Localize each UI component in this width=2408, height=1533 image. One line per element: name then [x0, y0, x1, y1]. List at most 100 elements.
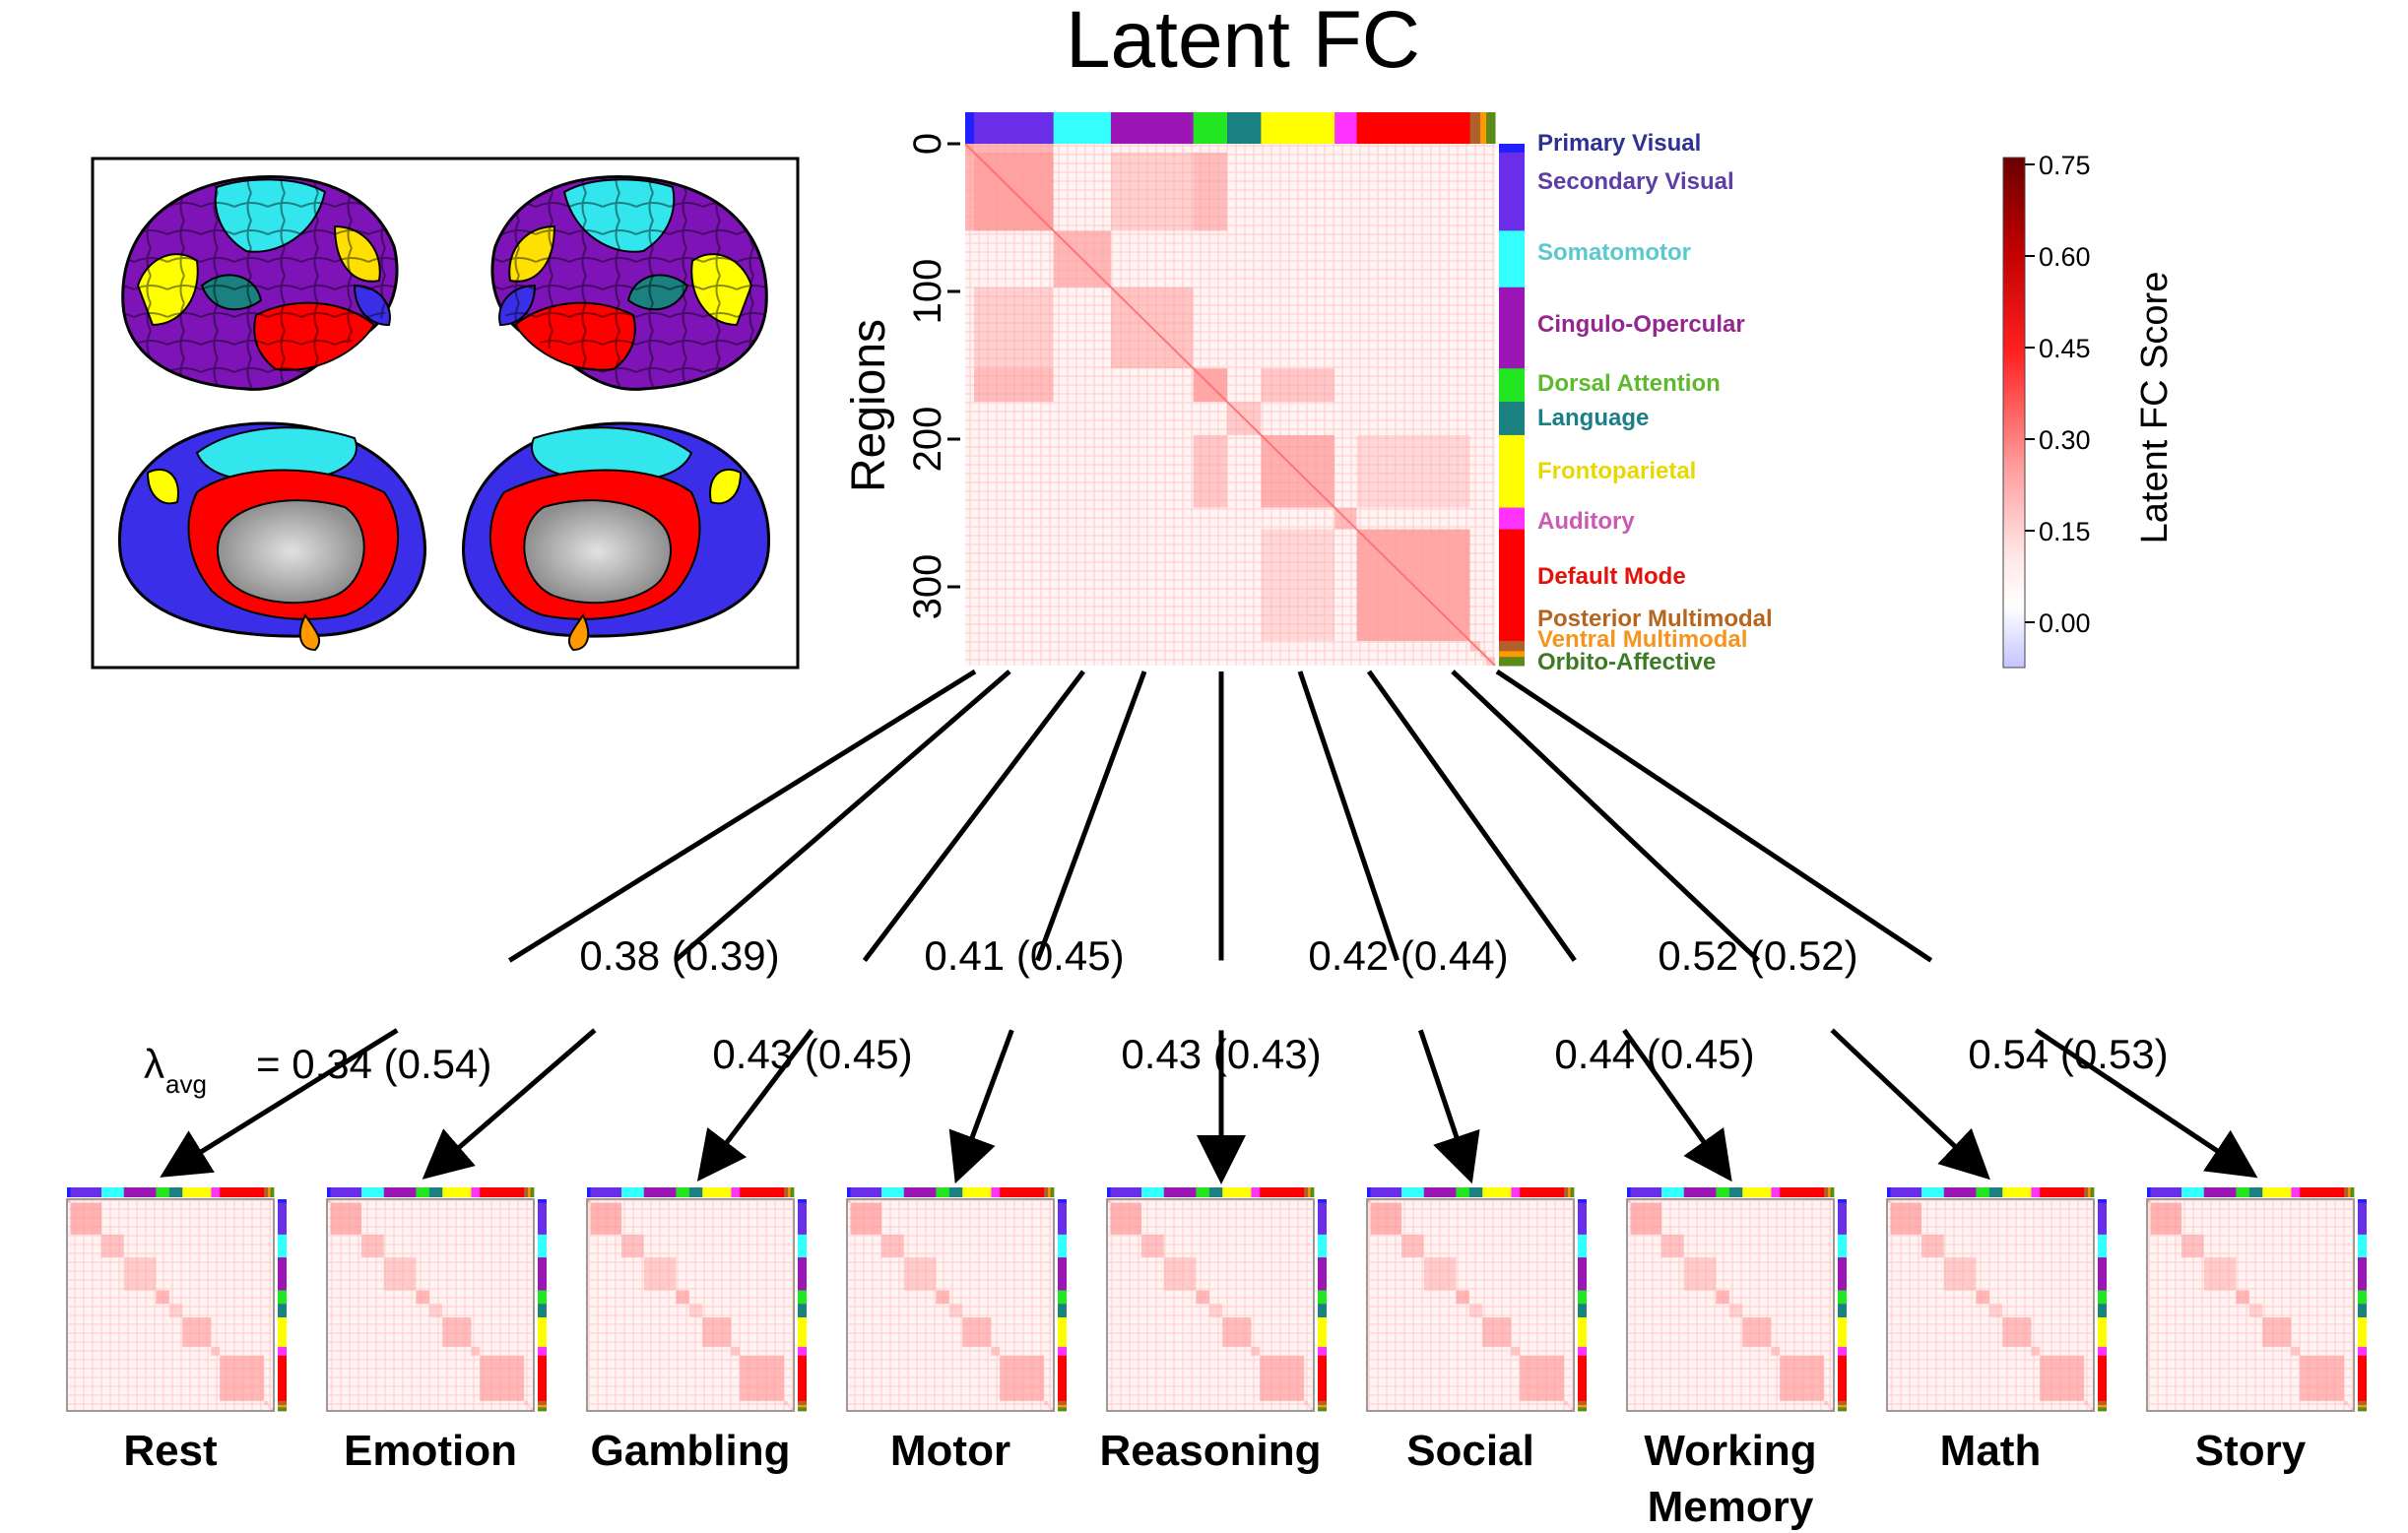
task-side-bar-segment — [278, 1355, 287, 1402]
task-side-bar-segment — [1318, 1257, 1327, 1291]
side-bar-segment-0 — [1499, 144, 1525, 154]
task-side-bar-segment — [538, 1346, 547, 1357]
task-top-bar-segment — [2040, 1187, 2085, 1197]
arrow-shaft-6 — [1366, 670, 1577, 962]
task-top-bar-segment — [2348, 1187, 2351, 1197]
side-bar-segment-11 — [1499, 657, 1525, 667]
task-top-bar-segment — [1141, 1187, 1165, 1197]
task-top-bar-segment — [1044, 1187, 1049, 1197]
top-bar-segment-0 — [965, 112, 975, 144]
task-matrix-texture — [1627, 1199, 1834, 1411]
task-matrix-texture — [1107, 1199, 1314, 1411]
lambda-values: = 0.34 (0.54) 0.38 (0.39) 0.43 (0.45) 0.41 … — [144, 932, 2169, 1099]
task-top-bar-segment — [1890, 1187, 1922, 1197]
task-side-bar-segment — [2358, 1304, 2367, 1318]
task-top-bar-segment — [1630, 1187, 1662, 1197]
task-top-bar-segment — [2203, 1187, 2237, 1197]
task-matrix-5: Social — [1366, 1187, 1587, 1475]
task-matrix-7: Math — [1886, 1187, 2107, 1475]
task-side-bar-segment — [2098, 1407, 2107, 1412]
task-top-bar-segment — [2088, 1187, 2091, 1197]
task-top-bar-segment — [2002, 1187, 2032, 1197]
task-top-bar-segment — [70, 1187, 102, 1197]
task-top-bar-segment — [643, 1187, 677, 1197]
task-side-bar-segment — [798, 1199, 807, 1203]
task-side-bar-segment — [538, 1400, 547, 1406]
task-side-bar-segment — [538, 1407, 547, 1412]
task-top-bar-segment — [881, 1187, 905, 1197]
task-side-bar-segment — [2098, 1199, 2107, 1203]
top-bar-segment-3 — [1110, 112, 1195, 144]
side-bar-segment-1 — [1499, 152, 1525, 231]
task-top-bar-segment — [528, 1187, 531, 1197]
task-top-bar-segment — [702, 1187, 732, 1197]
task-side-bar-segment — [2098, 1346, 2107, 1357]
task-top-bar-segment — [2291, 1187, 2301, 1197]
arrow-shaft-1 — [674, 670, 1011, 963]
task-matrices: Rest Emotion Gambling Motor Reasoning Social W… — [66, 1187, 2367, 1531]
task-side-bar-segment — [2098, 1202, 2107, 1236]
task-label-line2-6: Memory — [1648, 1483, 1814, 1531]
task-top-bar-segment — [471, 1187, 481, 1197]
task-top-bar-segment — [1828, 1187, 1831, 1197]
task-top-bar-segment — [1251, 1187, 1261, 1197]
task-top-bar-segment — [2262, 1187, 2292, 1197]
arrow-shaft-0 — [507, 669, 977, 963]
task-side-bar-segment — [1578, 1257, 1587, 1291]
y-tick-label-300: 300 — [906, 554, 949, 620]
arrow-shaft-5 — [1297, 671, 1399, 962]
side-bar-segment-6 — [1499, 434, 1525, 509]
task-side-bar-segment — [1318, 1202, 1327, 1236]
task-top-bar-segment — [1568, 1187, 1571, 1197]
task-matrix-2: Gambling — [586, 1187, 807, 1475]
task-side-bar-segment — [538, 1257, 547, 1291]
task-matrix-texture — [327, 1199, 534, 1411]
top-bar-segment-7 — [1334, 112, 1358, 144]
task-top-bar-segment — [1370, 1187, 1402, 1197]
task-side-bar-segment — [278, 1199, 287, 1203]
task-side-bar-segment — [1318, 1405, 1327, 1408]
task-top-bar-segment — [383, 1187, 417, 1197]
task-top-bar-segment — [790, 1187, 795, 1197]
task-top-bar-segment — [1310, 1187, 1315, 1197]
task-top-bar-segment — [731, 1187, 741, 1197]
task-side-bar-segment — [538, 1234, 547, 1258]
task-side-bar-segment — [2358, 1355, 2367, 1402]
task-side-bar-segment — [2358, 1407, 2367, 1412]
task-top-bar-segment — [903, 1187, 937, 1197]
side-bar-segment-8 — [1499, 529, 1525, 642]
lambda-value-3: 0.41 (0.45) — [924, 932, 1124, 979]
task-side-bar-segment — [798, 1202, 807, 1236]
task-side-bar-segment — [2098, 1304, 2107, 1318]
top-bar-segment-6 — [1261, 112, 1335, 144]
task-top-bar-segment — [1511, 1187, 1521, 1197]
task-top-bar-segment — [1683, 1187, 1717, 1197]
task-side-bar-segment — [278, 1290, 287, 1305]
task-side-bar-segment — [1318, 1304, 1327, 1318]
task-side-bar-segment — [1578, 1290, 1587, 1305]
network-label-2: Somatomotor — [1537, 239, 1691, 266]
brain-medial-left — [118, 421, 426, 652]
task-side-bar-segment — [1058, 1405, 1067, 1408]
main-latent-fc-matrix: Primary Visual Secondary Visual Somatomoto… — [964, 112, 1773, 675]
task-side-bar-segment — [2358, 1400, 2367, 1406]
task-side-bar-segment — [1058, 1304, 1067, 1318]
task-top-bar-segment — [936, 1187, 950, 1197]
figure-title: Latent FC — [1066, 0, 1420, 85]
task-side-bar-segment — [1578, 1400, 1587, 1406]
task-top-bar-segment — [156, 1187, 170, 1197]
task-label-3: Motor — [890, 1427, 1010, 1475]
task-side-bar-segment — [1318, 1407, 1327, 1412]
task-side-bar-segment — [278, 1234, 287, 1258]
arrow-head-1 — [422, 1028, 597, 1180]
task-top-bar-segment — [2236, 1187, 2250, 1197]
task-top-bar-segment — [962, 1187, 992, 1197]
side-bar-segment-10 — [1499, 651, 1525, 658]
side-bar-segment-3 — [1499, 287, 1525, 369]
task-matrix-texture — [2147, 1199, 2354, 1411]
task-side-bar-segment — [1318, 1234, 1327, 1258]
task-side-bar-segment — [1838, 1317, 1847, 1348]
colorbar-ticks: 0.75 0.60 0.45 0.30 0.15 0.00 — [2025, 151, 2091, 638]
top-bar-segment-1 — [973, 112, 1055, 144]
task-top-bar-segment — [101, 1187, 125, 1197]
